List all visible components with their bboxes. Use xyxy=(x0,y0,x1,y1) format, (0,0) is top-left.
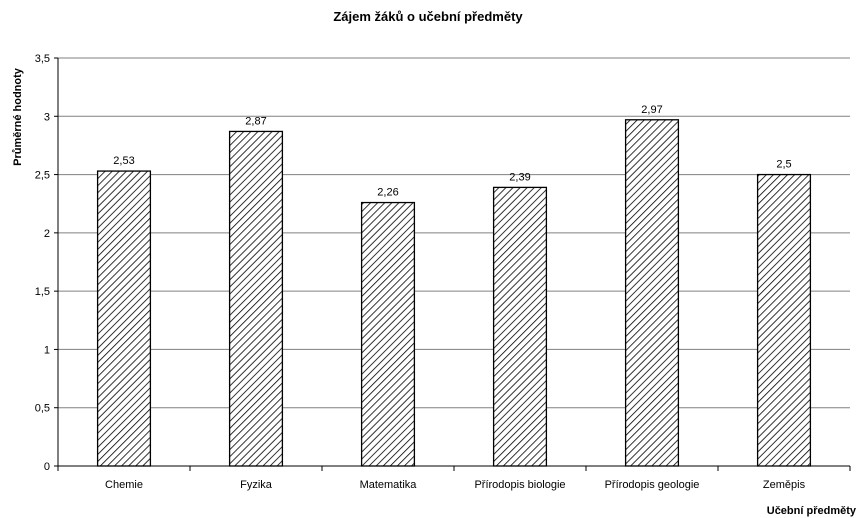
x-tick-label: Přírodopis biologie xyxy=(474,479,565,491)
data-labels: 2,53 2,87 2,26 2,39 2,97 2,5 xyxy=(113,104,791,199)
data-label: 2,39 xyxy=(509,171,530,183)
x-tick-label: Matematika xyxy=(360,479,418,491)
chart-title: Zájem žáků o učební předměty xyxy=(333,9,523,24)
y-tick-label: 1,5 xyxy=(35,286,50,298)
bars xyxy=(96,119,812,467)
bar-6 xyxy=(756,173,812,467)
bar-1 xyxy=(96,170,152,467)
x-tick-label: Fyzika xyxy=(240,479,273,491)
data-label: 2,87 xyxy=(245,115,266,127)
data-label: 2,26 xyxy=(377,187,398,199)
gridlines xyxy=(58,57,850,467)
x-axis-label: Učební předměty xyxy=(767,505,856,517)
bar-4 xyxy=(492,186,548,467)
data-label: 2,5 xyxy=(776,159,791,171)
x-tick-label: Chemie xyxy=(105,479,143,491)
y-axis-ticks: 0 0,5 1 1,5 2 2,5 3 3,5 xyxy=(35,53,58,473)
y-axis-label: Průměrné hodnoty xyxy=(12,67,24,166)
bar-5 xyxy=(624,119,680,467)
data-label: 2,53 xyxy=(113,155,134,167)
y-tick-label: 0,5 xyxy=(35,403,50,415)
y-tick-label: 1 xyxy=(44,344,50,356)
y-tick-label: 3,5 xyxy=(35,53,50,65)
data-label: 2,97 xyxy=(641,104,662,116)
y-tick-label: 2,5 xyxy=(35,170,50,182)
bar-3 xyxy=(360,201,416,467)
x-tick-label: Zeměpis xyxy=(763,479,806,491)
y-tick-label: 3 xyxy=(44,111,50,123)
x-tick-label: Přírodopis geologie xyxy=(605,479,700,491)
y-tick-label: 0 xyxy=(44,461,50,473)
x-axis-ticks: Chemie Fyzika Matematika Přírodopis biologi… xyxy=(57,466,851,491)
y-tick-label: 2 xyxy=(44,228,50,240)
bar-2 xyxy=(228,130,284,467)
